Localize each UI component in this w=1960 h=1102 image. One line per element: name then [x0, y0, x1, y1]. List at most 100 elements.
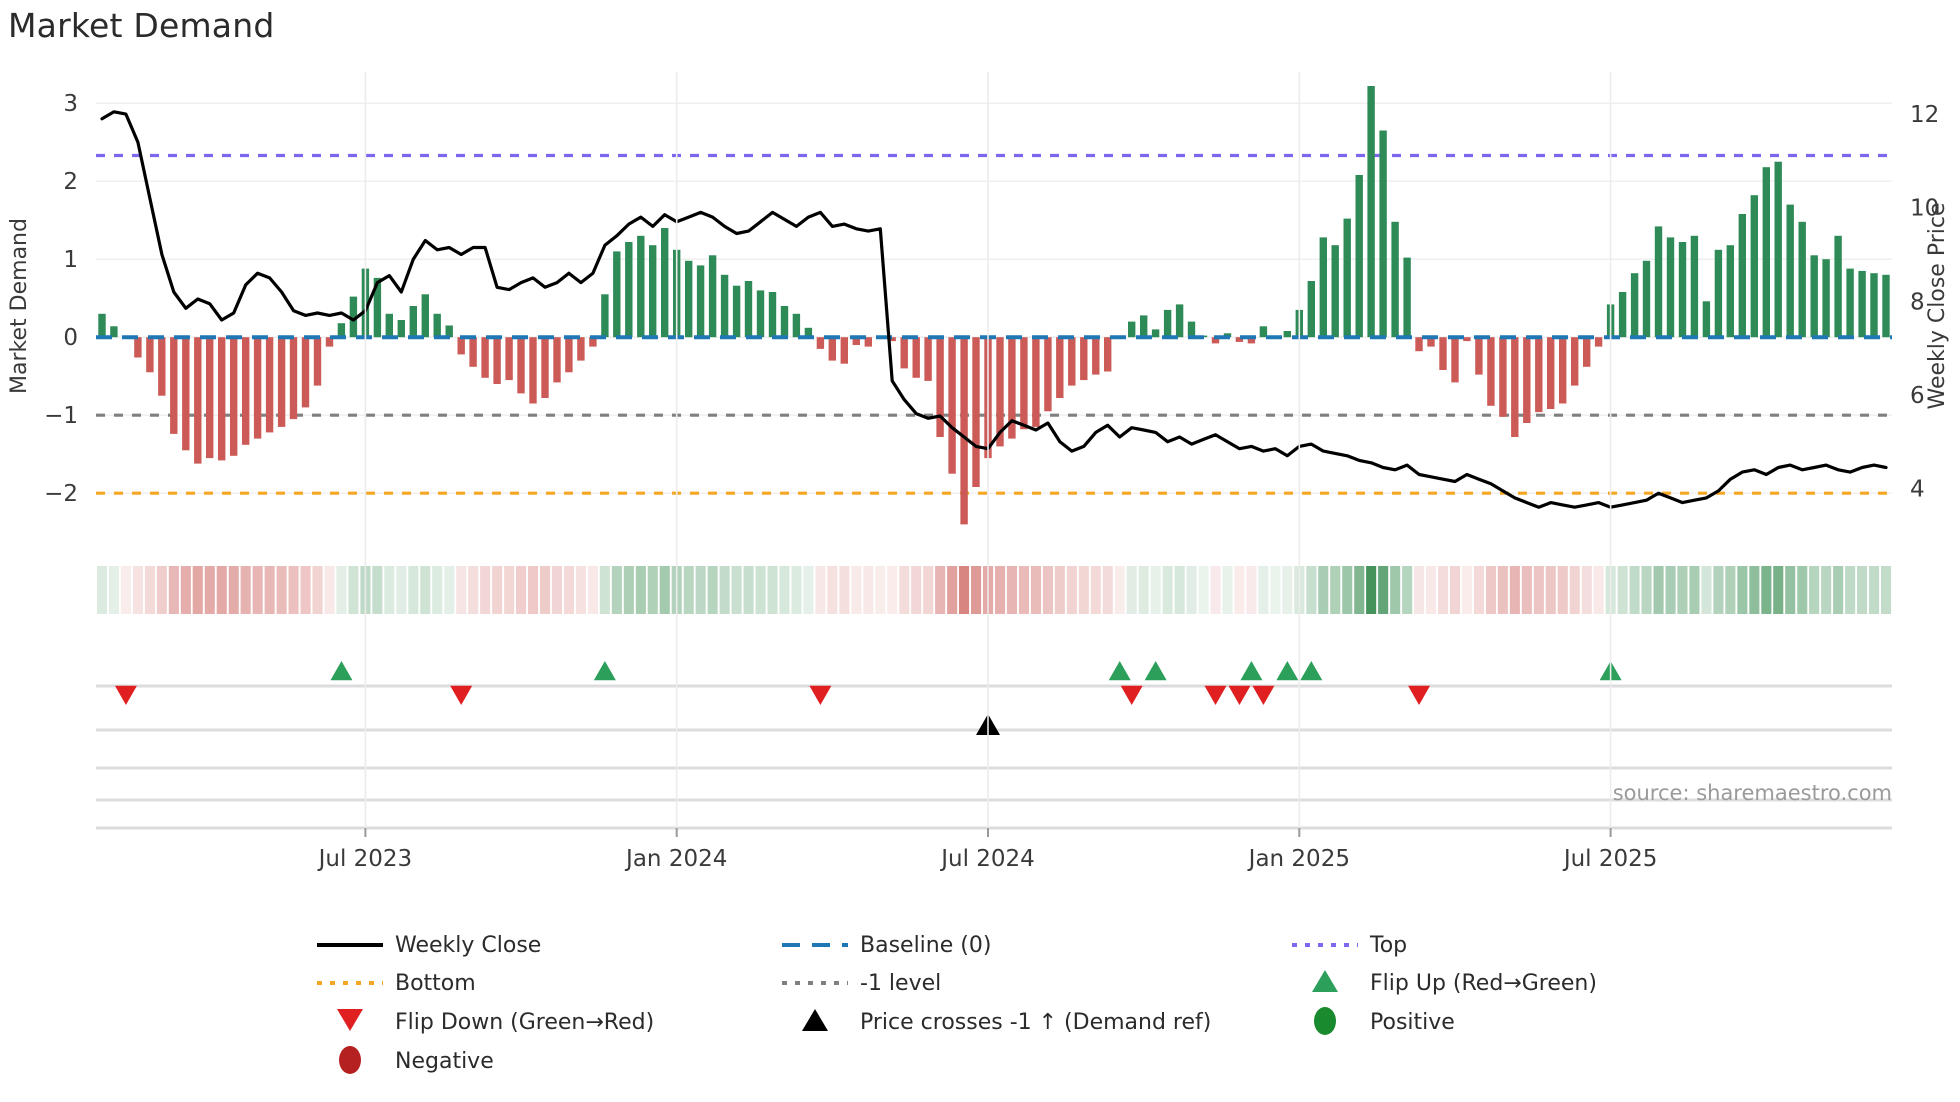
heatmap-cell	[468, 566, 479, 614]
demand-bar	[433, 313, 441, 338]
heatmap-cell	[1090, 566, 1101, 614]
heatmap-cell	[1342, 566, 1353, 614]
heatmap-cell	[252, 566, 263, 614]
flip-down-marker	[1252, 685, 1275, 705]
demand-bar	[397, 320, 405, 338]
legend-triangle-down-icon	[337, 1009, 363, 1031]
heatmap-cell	[144, 566, 155, 614]
heatmap-cell	[1701, 566, 1712, 614]
demand-bar	[325, 337, 334, 347]
heatmap-cell	[1485, 566, 1496, 614]
legend-item[interactable]: Baseline (0)	[782, 933, 991, 958]
legend-item[interactable]: Price crosses -1 ↑ (Demand ref)	[802, 1009, 1211, 1035]
legend-item[interactable]: Flip Up (Red→Green)	[1312, 970, 1597, 996]
left-axis-tick: 2	[63, 169, 78, 195]
demand-bar	[1487, 337, 1495, 406]
heatmap-cell	[1426, 566, 1437, 614]
demand-bar	[1774, 161, 1782, 338]
demand-bar	[960, 337, 968, 525]
heatmap-cell	[947, 566, 958, 614]
demand-bar	[1571, 337, 1579, 386]
demand-bar	[469, 337, 477, 367]
legend-item[interactable]: Flip Down (Green→Red)	[337, 1009, 654, 1035]
legend-item[interactable]: Positive	[1314, 1007, 1455, 1035]
legend-triangle-up-icon	[1312, 970, 1338, 992]
legend-item[interactable]: Bottom	[317, 971, 476, 996]
demand-bar	[1738, 214, 1746, 338]
demand-bar	[146, 337, 154, 373]
demand-bar	[1714, 249, 1723, 338]
legend-item[interactable]: Weekly Close	[317, 933, 541, 958]
demand-bar	[1128, 321, 1136, 338]
flip-up-marker	[1300, 661, 1323, 681]
legend-item[interactable]: Negative	[339, 1046, 494, 1074]
demand-bar	[421, 294, 429, 338]
demand-bar	[828, 337, 836, 361]
heatmap-cell	[180, 566, 191, 614]
demand-bar	[972, 337, 980, 487]
demand-bar	[1175, 304, 1184, 338]
demand-bar	[1786, 204, 1794, 338]
demand-bar	[1020, 337, 1028, 430]
demand-bar	[409, 306, 417, 338]
demand-bar	[780, 306, 789, 338]
legend-dot-icon	[1314, 1007, 1336, 1035]
demand-bar	[1451, 337, 1459, 383]
demand-bar	[1463, 337, 1471, 342]
heatmap-cell	[839, 566, 850, 614]
legend-label: Top	[1369, 933, 1407, 958]
heatmap-cell	[1821, 566, 1832, 614]
legend-dot-icon	[339, 1046, 361, 1074]
heatmap-cell	[1078, 566, 1089, 614]
heatmap-cell	[324, 566, 335, 614]
heatmap-cell	[1246, 566, 1257, 614]
demand-bar	[1559, 337, 1567, 404]
heatmap-cell	[1198, 566, 1209, 614]
demand-bar	[505, 337, 513, 381]
left-axis-tick: 0	[63, 325, 78, 351]
heatmap-cell	[1629, 566, 1640, 614]
heatmap-cell	[887, 566, 898, 614]
demand-bar	[696, 265, 705, 338]
demand-bar	[1092, 337, 1100, 375]
heatmap-cell	[384, 566, 395, 614]
heatmap-cell	[1713, 566, 1724, 614]
heatmap-cell	[1545, 566, 1556, 614]
heatmap-cell	[1174, 566, 1185, 614]
legend-triangle-up-icon	[802, 1009, 828, 1031]
demand-bar	[1858, 270, 1866, 338]
left-axis-tick: 3	[63, 91, 78, 117]
heatmap-cell	[959, 566, 970, 614]
heatmap-cell	[1258, 566, 1269, 614]
weekly-close-line	[100, 110, 1888, 509]
demand-bar	[1331, 245, 1339, 338]
heatmap-cell	[1617, 566, 1628, 614]
demand-bar	[313, 337, 322, 386]
heatmap-cell	[348, 566, 359, 614]
demand-bar	[134, 337, 142, 358]
heatmap-cell	[1677, 566, 1688, 614]
demand-bar	[445, 325, 453, 338]
demand-bar	[1523, 337, 1531, 423]
heatmap-cell	[1114, 566, 1125, 614]
legend-item[interactable]: Top	[1292, 933, 1407, 958]
x-axis-tick-label: Jul 2024	[939, 846, 1035, 872]
source-watermark: source: sharemaestro.com	[1613, 781, 1892, 805]
legend-item[interactable]: -1 level	[782, 971, 941, 996]
heatmap-cell	[97, 566, 108, 614]
demand-bar	[1511, 337, 1519, 437]
heatmap-cell	[851, 566, 862, 614]
heatmap-cell	[264, 566, 275, 614]
demand-bar	[852, 337, 860, 345]
demand-bar	[744, 281, 753, 338]
flip-up-marker	[1144, 661, 1167, 681]
demand-bar	[661, 228, 669, 338]
demand-bar	[218, 337, 226, 461]
demand-bar	[1834, 235, 1842, 338]
heatmap-cell	[192, 566, 203, 614]
demand-bar	[768, 292, 777, 338]
heatmap-cell	[1210, 566, 1221, 614]
demand-bar	[1499, 337, 1507, 417]
